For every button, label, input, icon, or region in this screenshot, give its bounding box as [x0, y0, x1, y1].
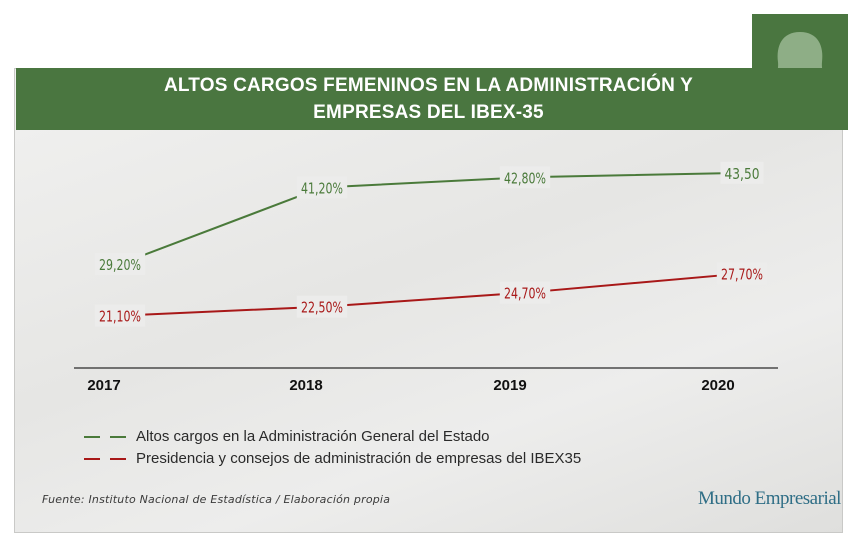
- data-label-bg-admin-2019: [499, 166, 551, 189]
- data-label-ibex-2018: 22,50%: [301, 299, 343, 317]
- legend-label-admin: Altos cargos en la Administración Genera…: [136, 428, 490, 445]
- legend-swatch-ibex: [84, 457, 126, 460]
- data-label-admin-2018: 41,20%: [301, 180, 343, 198]
- title-line-2: EMPRESAS DEL IBEX-35: [313, 102, 544, 123]
- data-label-ibex-2019: 24,70%: [504, 285, 546, 303]
- legend-item-ibex: Presidencia y consejos de administración…: [84, 450, 581, 467]
- data-label-bg-admin-2020: [720, 161, 764, 184]
- data-label-bg-ibex-2017: [94, 304, 146, 327]
- legend-swatch-admin: [84, 435, 126, 438]
- x-tick-2018: 2018: [289, 377, 322, 394]
- source-note: Fuente: Instituto Nacional de Estadístic…: [42, 493, 391, 506]
- data-label-bg-ibex-2019: [499, 281, 551, 304]
- legend-label-ibex: Presidencia y consejos de administración…: [136, 450, 582, 467]
- data-label-bg-admin-2018: [296, 176, 348, 199]
- data-label-bg-ibex-2020: [716, 262, 768, 285]
- title-line-1: ALTOS CARGOS FEMENINOS EN LA ADMINISTRAC…: [163, 75, 694, 96]
- data-label-bg-admin-2017: [94, 253, 146, 275]
- data-label-ibex-2020: 27,70%: [721, 266, 763, 284]
- data-label-admin-2017: 29,20%: [99, 256, 141, 274]
- legend-item-admin: Altos cargos en la Administración Genera…: [84, 428, 490, 445]
- chart-title: ALTOS CARGOS FEMENINOS EN LA ADMINISTRAC…: [16, 68, 841, 130]
- brand-logo: Mundo Empresarial: [698, 488, 841, 509]
- series-line-ibex: [119, 272, 743, 317]
- series-line-admin: [119, 171, 743, 265]
- data-label-admin-2020: 43,50: [725, 165, 760, 183]
- x-tick-2017: 2017: [87, 377, 120, 394]
- x-tick-2020: 2020: [701, 377, 734, 394]
- data-label-bg-ibex-2018: [296, 295, 348, 318]
- data-label-ibex-2017: 21,10%: [99, 308, 141, 326]
- chart-card: [14, 68, 843, 533]
- x-tick-2019: 2019: [493, 377, 526, 394]
- data-label-admin-2019: 42,80%: [504, 169, 546, 187]
